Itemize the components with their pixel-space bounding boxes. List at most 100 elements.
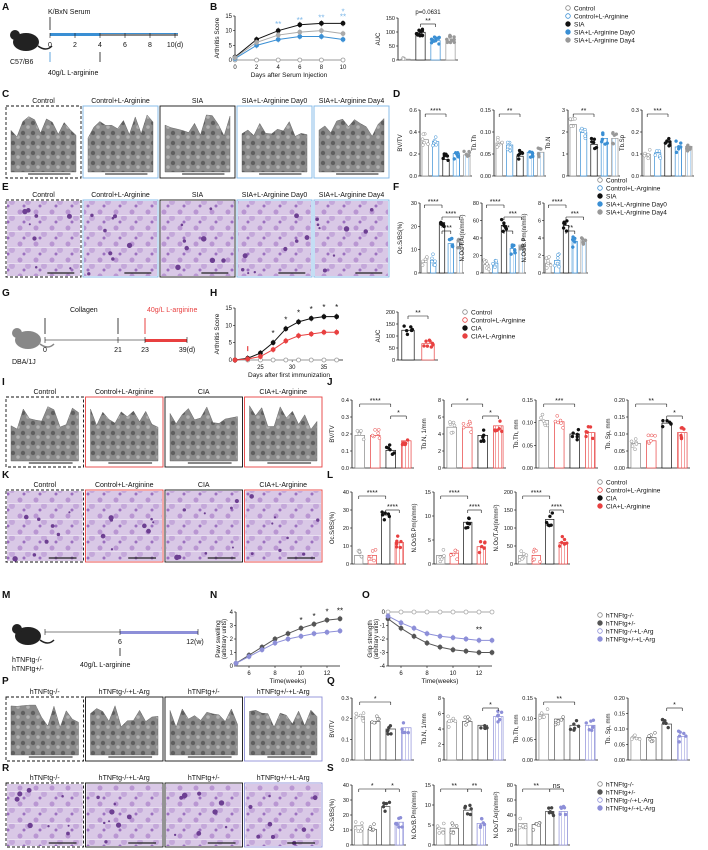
a-tick-label: 6 (123, 42, 127, 49)
chart-o-point-0-6 (463, 609, 469, 615)
chart-s-0-dot (360, 821, 364, 825)
chart-n-ytick-label: 1 (230, 651, 234, 657)
legend-s-marker-0 (597, 781, 603, 787)
panel-letter-q: Q (327, 676, 335, 687)
legend-b-item-4: SIA+L-Arginine Day4 (574, 38, 635, 45)
chart-h-xtick-label: 35 (321, 365, 328, 371)
chart-j-0-star-0: **** (370, 398, 381, 405)
chart-n-xtick-label: 8 (273, 671, 277, 677)
chart-f-2-dot (555, 261, 560, 266)
chart-q-1-bar-2 (477, 724, 488, 761)
chart-f-2-dot (544, 256, 549, 260)
legend-l-marker-3 (597, 503, 603, 509)
chart-q-2-dot (576, 724, 581, 729)
chart-l-2-dot (532, 557, 536, 562)
chart-n-point-0-5 (298, 625, 304, 631)
g-dose-label: 40g/L L-arginine (147, 307, 197, 314)
strip-p-bone-3 (249, 709, 318, 756)
chart-d-3-dot (653, 153, 658, 157)
chart-h-point-2-5 (296, 333, 301, 339)
a-tick-label: 2 (73, 42, 77, 49)
legend-f-marker-2 (597, 193, 603, 199)
chart-j-3-ytick-label: 0.10 (614, 432, 625, 438)
chart-b-xtick-label: 4 (277, 65, 281, 71)
chart-q-0-bar-3 (401, 727, 412, 761)
strip-k-cell (32, 553, 37, 557)
chart-o-point-0-2 (411, 609, 417, 615)
strip-e-cell (316, 223, 320, 227)
chart-j-0-dot (384, 445, 389, 450)
chart-j-0: 0.00.10.20.30.4BV/TV***** (330, 398, 414, 472)
legend-s-marker-2 (597, 797, 603, 803)
chart-o-point-1-6 (463, 648, 469, 654)
chart-d-3-bar-1 (654, 152, 662, 177)
chart-j-2-ytick-label: 0.15 (522, 398, 533, 404)
chart-s-0-dot (356, 829, 361, 833)
legend-h-item-1: Control+L-Arginine (471, 318, 526, 325)
chart-q-2-star-0: ** (557, 696, 563, 703)
chart-q-1-star-0: * (489, 702, 492, 709)
chart-j-2-dot (585, 430, 590, 434)
chart-j-0-dot (359, 429, 363, 433)
strip-e-cell (34, 266, 38, 269)
strip-e-cell (247, 272, 250, 275)
chart-q-1-dot (499, 710, 504, 715)
chart-l-0-ytick-label: 40 (343, 490, 349, 496)
strip-e-cell (175, 264, 181, 271)
chart-b-auc-dot (446, 40, 451, 44)
chart-s-0-ytick-label: 30 (343, 798, 349, 804)
chart-s-1-dot (480, 817, 484, 821)
chart-h-point-1-5 (296, 319, 301, 325)
chart-b-ytick-label: 10 (225, 29, 232, 35)
chart-j-0-bar-1 (370, 435, 381, 469)
chart-q-2-dot (559, 718, 564, 722)
chart-s-0-dot (381, 804, 386, 809)
chart-d-0-dot (433, 139, 437, 144)
strip-e-cell (315, 217, 319, 222)
chart-q-0-dot (358, 713, 363, 718)
chart-b-auc-p: p=0.0631 (415, 10, 441, 16)
chart-q-0-dot (361, 719, 366, 723)
chart-q-1: 0 2 4 6 8 Tb.N, 1/mm * (422, 696, 506, 764)
chart-l-0-dot (398, 545, 403, 550)
chart-f-0-dot (459, 242, 463, 246)
chart-b-point-0-1 (254, 57, 260, 63)
chart-d-0-dot (467, 150, 472, 155)
chart-f-1-star-1: *** (509, 211, 517, 218)
chart-h-star: * (310, 305, 313, 314)
g-strain: DBA/1J (12, 359, 36, 366)
chart-d-0-dot (452, 157, 457, 161)
chart-o-point-1-7 (476, 650, 482, 655)
strip-e-cell (318, 226, 321, 230)
strip-k-cell (152, 521, 155, 524)
chart-d-0-dot (421, 143, 425, 147)
chart-b: 0 5 10 15 0 2 4 6 8 10 Days after Serum Injection A… (214, 14, 347, 79)
chart-d-2-dot (603, 142, 607, 146)
chart-b-star: ** (297, 16, 303, 25)
chart-n-point-1-1 (246, 654, 252, 659)
chart-q-1-dot (496, 720, 500, 724)
chart-q-1-ytick-label: 8 (438, 696, 441, 702)
chart-o-star: ** (476, 625, 482, 634)
chart-d-0-ytick-label: 0.0 (409, 174, 417, 180)
chart-f-2-dot (562, 221, 566, 225)
chart-f-2-dot (557, 264, 561, 269)
chart-q-1-bar-1 (462, 721, 473, 761)
strip-e-cell (304, 235, 310, 240)
strip-i-label-3: CIA+L-Arginine (259, 389, 307, 396)
chart-l-0-dot (394, 545, 399, 549)
legend-f-marker-0 (597, 177, 603, 183)
chart-s-0-ytick-label: 20 (343, 813, 349, 819)
strip-e-cell (111, 257, 115, 261)
chart-d-0-dot (462, 149, 466, 154)
chart-s-1-bar-3 (476, 823, 486, 846)
chart-j-0-dot (376, 428, 381, 432)
chart-j-0-dot (377, 436, 382, 440)
chart-s-1-dot (478, 823, 483, 828)
chart-q-2-dot (542, 715, 546, 719)
panel-letter-l: L (327, 470, 333, 481)
strip-e-cell (69, 267, 72, 270)
chart-f-2-ylabel: N.Oc/B.Pm(n/mm) (522, 213, 528, 262)
strip-c-label-4: SIA+L-Arginine Day4 (319, 98, 385, 105)
chart-q-0-ytick-label: 0.3 (341, 696, 349, 702)
